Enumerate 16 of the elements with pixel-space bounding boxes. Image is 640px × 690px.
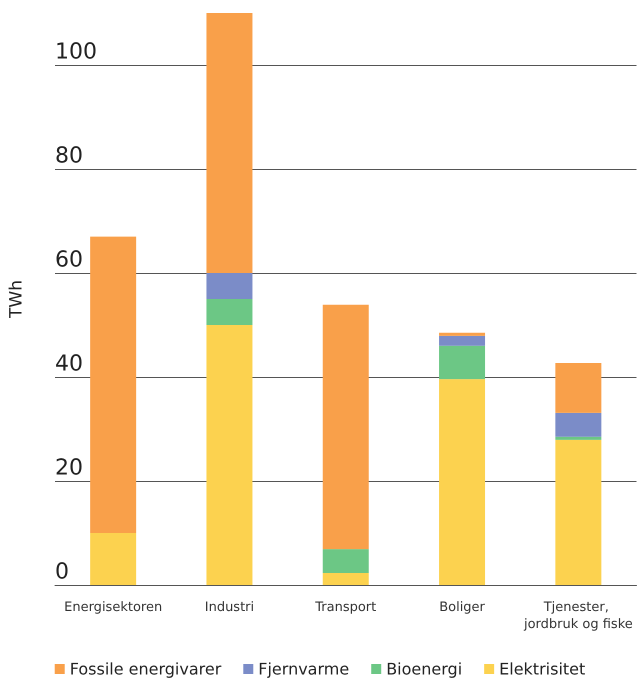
y-tick-label: 60 — [55, 248, 83, 272]
y-tick-label: 0 — [55, 560, 69, 584]
x-tick-label: Energisektoren — [64, 600, 162, 615]
x-tick-label: Industri — [204, 600, 254, 615]
y-tick-label: 100 — [55, 40, 97, 64]
x-tick-label: Boliger — [439, 600, 486, 615]
legend-label: Bioenergi — [386, 660, 462, 678]
x-tick-label: Tjenester, jordbruk og fiske — [522, 600, 633, 632]
x-tick-label: Transport — [314, 600, 376, 615]
legend-label: Elektrisitet — [499, 660, 586, 678]
y-tick-label: 80 — [55, 144, 83, 168]
y-tick-label: 20 — [55, 456, 83, 480]
y-axis-title: TWh — [6, 280, 26, 319]
y-tick-label: 40 — [55, 352, 83, 376]
legend-label: Fossile energivarer — [70, 660, 222, 678]
legend-label: Fjernvarme — [258, 660, 350, 678]
